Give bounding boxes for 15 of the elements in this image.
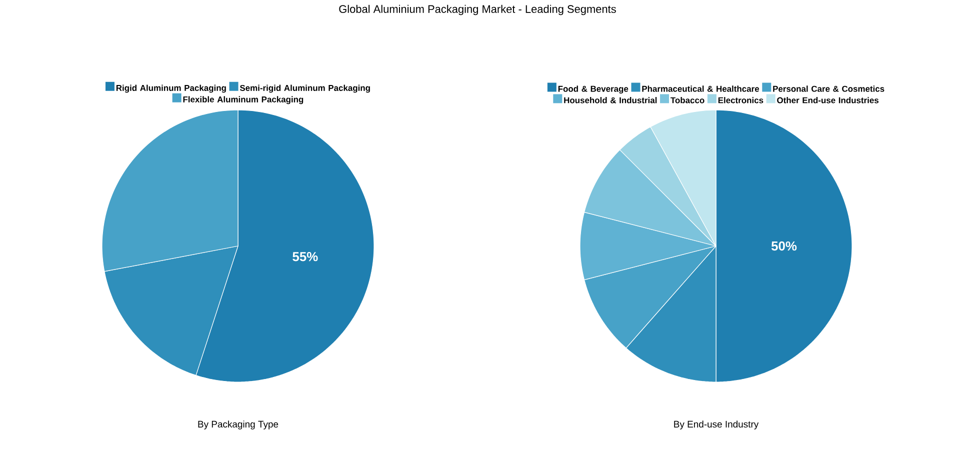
legend-label: Electronics [718,97,764,104]
text: By End-use Industry [674,420,759,430]
legend-label: Food & Beverage [558,86,628,94]
legend-label: Household & Industrial [564,97,657,104]
legend-label: Semi-rigid Aluminum Packaging [240,84,370,93]
legend-label: Rigid Aluminum Packaging [116,84,226,93]
data-label: 50% [771,241,797,251]
legend-label: Flexible Aluminum Packaging [183,96,304,104]
legend-label: Tobacco [670,97,704,104]
legend-label: Personal Care & Cosmetics [773,86,884,92]
legend-label: Other End-use Industries [777,97,878,104]
legend-label: Pharmaceutical & Healthcare [642,86,760,92]
text: Global Aluminium Packaging Market - Leading Segments [339,4,616,16]
data-label: 55% [292,252,318,262]
text: By Packaging Type [198,420,278,430]
